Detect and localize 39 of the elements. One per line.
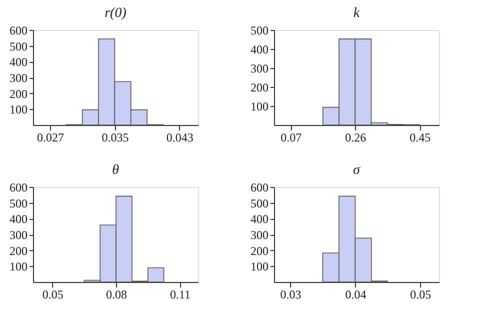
- y-tick-label: 400: [10, 55, 28, 70]
- y-tick-label: 300: [250, 62, 268, 76]
- x-tick-label: 0.043: [166, 130, 194, 144]
- x-tick-label: 0.11: [170, 288, 191, 302]
- y-tick-label: 100: [250, 260, 268, 274]
- y-tick-label: 500: [250, 196, 268, 210]
- y-tick-label: 100: [250, 100, 268, 114]
- y-tick-label: 100: [10, 260, 28, 274]
- x-tick-label: 0.45: [410, 130, 431, 144]
- y-tick-label: 300: [250, 228, 268, 242]
- y-tick-label: 500: [250, 24, 268, 38]
- y-tick-label: 300: [10, 71, 28, 85]
- y-tick-label: 200: [250, 80, 268, 94]
- chart-title: θ: [112, 163, 120, 178]
- chart-title: k: [353, 6, 360, 21]
- y-tick-label: 200: [250, 244, 268, 258]
- x-tick-label: 0.035: [102, 130, 129, 144]
- chart-title: σ: [353, 163, 362, 178]
- x-tick-label: 0.05: [42, 288, 64, 302]
- y-tick-label: 600: [10, 24, 28, 38]
- y-tick-label: 300: [10, 228, 28, 242]
- chart-title: r(0): [104, 6, 127, 21]
- x-tick-label: 0.027: [36, 130, 64, 144]
- y-tick-label: 500: [10, 196, 28, 210]
- y-tick-label: 200: [10, 244, 28, 258]
- x-tick-label: 0.04: [345, 288, 366, 302]
- x-tick-label: 0.26: [345, 130, 366, 144]
- x-tick-label: 0.03: [280, 288, 302, 302]
- x-tick-label: 0.05: [410, 288, 432, 302]
- y-tick-label: 200: [10, 86, 28, 101]
- y-tick-label: 400: [10, 212, 28, 226]
- y-tick-label: 500: [10, 39, 28, 54]
- y-tick-label: 400: [250, 212, 268, 226]
- y-tick-label: 400: [250, 42, 268, 56]
- x-tick-label: 0.07: [280, 130, 302, 144]
- y-tick-label: 100: [10, 102, 28, 117]
- x-tick-label: 0.08: [106, 288, 128, 302]
- y-tick-label: 600: [250, 180, 268, 194]
- y-tick-label: 600: [10, 180, 28, 194]
